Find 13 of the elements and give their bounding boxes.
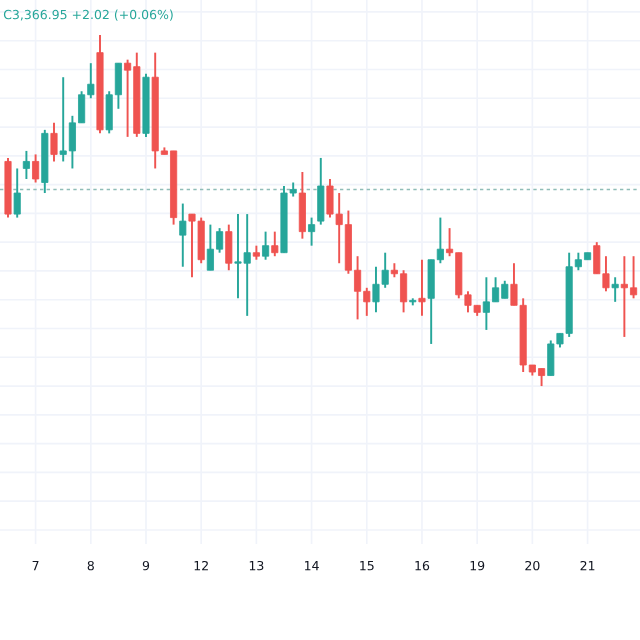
candlestick — [50, 121, 58, 163]
candlestick — [308, 216, 316, 247]
candlestick — [418, 258, 426, 317]
candlestick — [611, 276, 619, 303]
candlestick — [13, 167, 21, 219]
candlestick — [317, 156, 325, 226]
candlestick — [225, 223, 233, 272]
candlestick — [262, 230, 270, 261]
candlestick — [22, 149, 30, 180]
candlestick — [271, 230, 279, 258]
candlestick — [32, 153, 40, 184]
candlestick — [298, 171, 306, 240]
candlestick — [179, 202, 187, 268]
